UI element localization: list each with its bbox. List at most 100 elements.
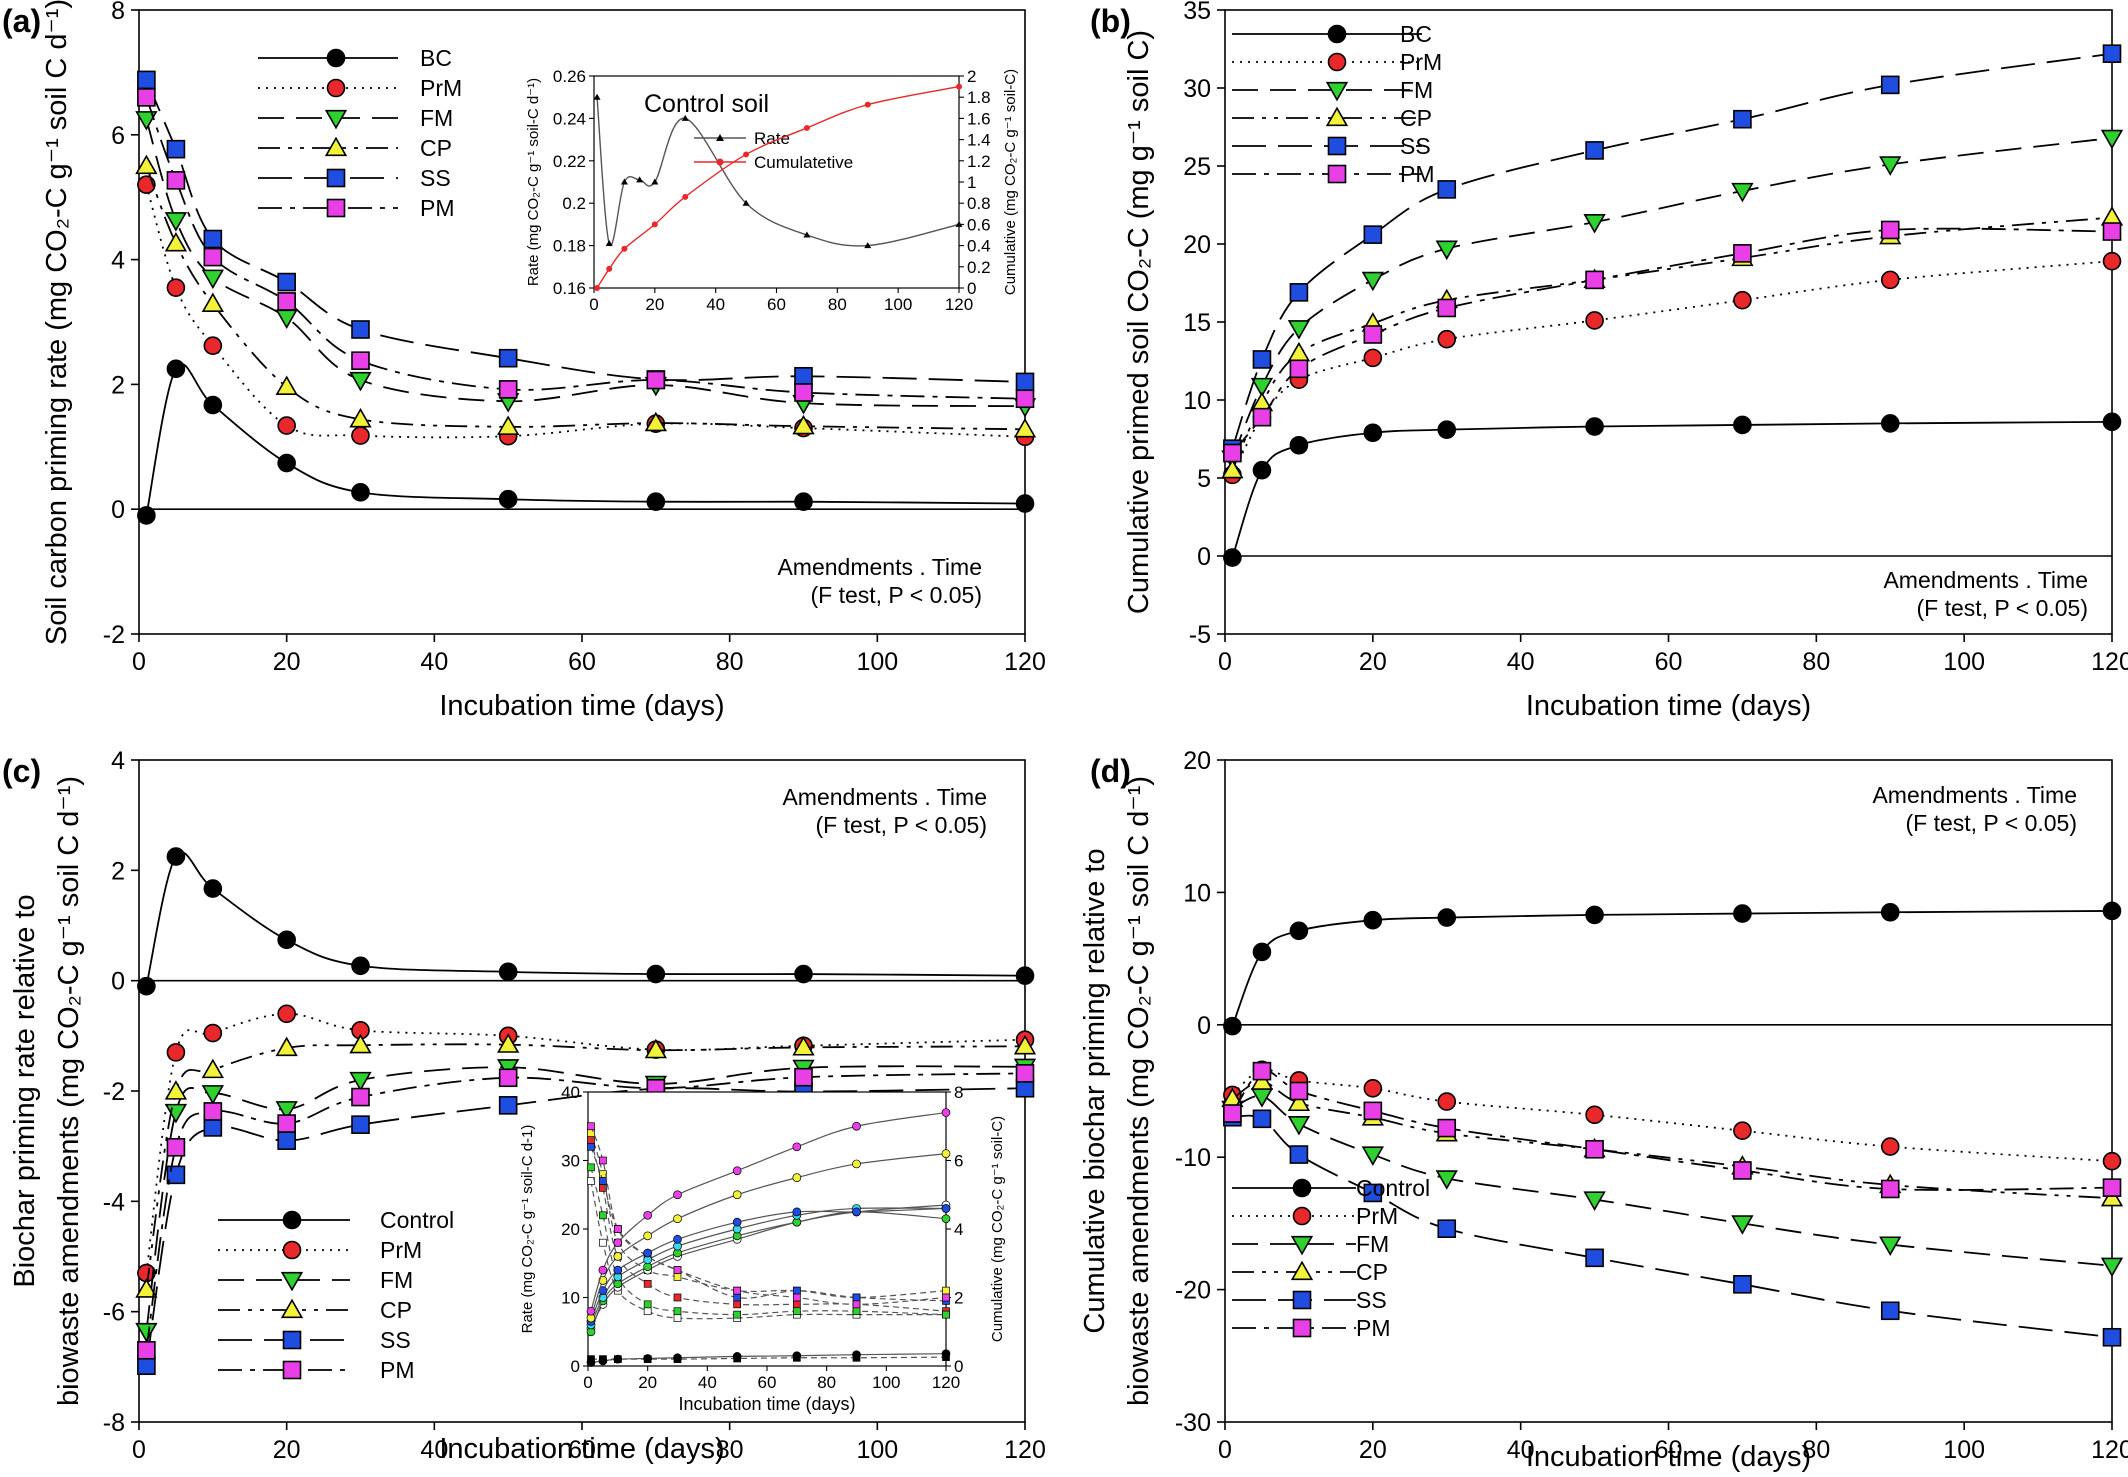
inset-point (733, 1310, 742, 1319)
panel-label: (c) (2, 753, 41, 789)
data-point (1289, 435, 1309, 455)
legend-label: CP (1356, 1259, 1388, 1285)
y-axis-label-line: Cumulative biochar priming relative to (1079, 848, 1111, 1333)
inset-x-tick-label: 0 (589, 295, 598, 314)
inset-x-tick-label: 120 (932, 1373, 960, 1392)
series-line (145, 1012, 1026, 1274)
series-line (1231, 1080, 2113, 1200)
legend-label: PM (420, 195, 455, 221)
x-tick-label: 120 (2091, 648, 2128, 676)
inset-point (594, 285, 601, 291)
data-point (275, 375, 298, 396)
data-point (1287, 341, 1311, 362)
y-tick-label: 15 (1183, 309, 1211, 337)
data-point (2102, 251, 2122, 271)
inset-point (606, 265, 613, 272)
legend-label: BC (1400, 21, 1432, 47)
data-point (1880, 1301, 1900, 1321)
data-point (2102, 1178, 2122, 1197)
x-tick-label: 100 (856, 1436, 898, 1464)
data-point (2102, 901, 2122, 921)
x-tick-label: 100 (1943, 648, 1985, 676)
inset-y2-axis-label: Cumulative (mg CO₂-C g⁻¹ soil-C) (1002, 69, 1019, 295)
data-point (1437, 1118, 1457, 1138)
x-axis-label: Incubation time (days) (1526, 690, 1811, 722)
inset-point (598, 1265, 608, 1275)
inset-point (599, 1211, 607, 1220)
x-tick-label: 20 (273, 1436, 301, 1464)
x-tick-label: 0 (132, 1436, 146, 1464)
x-tick-label: 0 (1218, 1436, 1232, 1464)
annotation-line: (F test, P < 0.05) (1905, 810, 2077, 836)
legend-label: SS (1356, 1287, 1387, 1313)
data-point (203, 1118, 223, 1137)
series-CP (1221, 206, 2124, 479)
legend-marker (324, 136, 348, 157)
data-point (1731, 1215, 1754, 1235)
y-tick-label: -2 (103, 1078, 125, 1106)
inset-point (651, 221, 658, 228)
y-tick-label: 10 (1183, 387, 1211, 415)
legend-marker (280, 1271, 304, 1292)
data-point (1437, 420, 1457, 439)
data-point (166, 1165, 186, 1185)
inset-point (955, 220, 963, 227)
inset-series-1 (586, 1349, 951, 1367)
inset-point (942, 1310, 950, 1319)
inset-point (599, 1238, 607, 1247)
inset-point (792, 1300, 801, 1309)
series-line (1231, 260, 2113, 476)
inset-y-tick-label: 40 (561, 1083, 580, 1102)
inset-point (587, 1163, 595, 1172)
data-point (1585, 1248, 1604, 1268)
legend-marker (1290, 1235, 1314, 1256)
panel-3: 0 20 40 60 80 100 120 -30 -20 -10 0 10 20 (d) Incubati… (1079, 747, 2128, 1473)
data-point (1289, 921, 1309, 941)
x-tick-label: 60 (1655, 648, 1683, 676)
y-axis-label-line: biowaste amendments (mg CO₂-C g⁻¹ soil C… (53, 776, 85, 1406)
inset-point (941, 1349, 951, 1359)
inset-point (733, 1293, 742, 1302)
series-Control (1223, 901, 2122, 1036)
data-point (135, 1278, 158, 1298)
inset-y-tick-label: 0.16 (553, 279, 586, 298)
x-tick-label: 120 (2091, 1436, 2128, 1464)
legend-marker (1327, 136, 1347, 156)
inset-x-tick-label: 20 (638, 1373, 657, 1392)
inset-point (599, 1177, 607, 1185)
inset-series-11 (586, 1204, 951, 1326)
data-point (1015, 389, 1035, 409)
inset-series-13 (586, 1108, 951, 1316)
inset-y-tick-label: 20 (561, 1220, 580, 1239)
data-point (1250, 1070, 1274, 1090)
data-point (1015, 494, 1035, 513)
inset-y2-tick-label: 2 (954, 1289, 963, 1308)
data-point (351, 320, 370, 339)
data-point (1585, 417, 1604, 436)
inset-point (587, 1136, 595, 1144)
series-SS (1223, 1107, 2122, 1347)
inset-y2-tick-label: 2 (967, 67, 976, 86)
data-point (1289, 283, 1309, 302)
inset-point (651, 178, 659, 185)
data-point (2102, 222, 2122, 241)
legend-label: PM (1356, 1315, 1391, 1341)
inset-y-tick-label: 0.18 (553, 237, 586, 256)
inset-point (956, 83, 962, 90)
data-point (1733, 1275, 1752, 1294)
inset-point (643, 1231, 653, 1241)
inset-y-tick-label: 0.26 (553, 67, 586, 86)
legend-label: PrM (1356, 1203, 1398, 1229)
inset-point (643, 1248, 653, 1258)
data-point (646, 964, 666, 984)
data-point (135, 1322, 158, 1343)
panel-label: (d) (1090, 753, 1131, 789)
y-tick-label: -6 (103, 1299, 125, 1327)
inset-point (621, 245, 628, 252)
legend-label: CP (380, 1297, 412, 1323)
y-tick-label: 25 (1183, 153, 1211, 181)
x-tick-label: 0 (1218, 648, 1232, 676)
x-tick-label: 120 (1004, 1436, 1046, 1464)
